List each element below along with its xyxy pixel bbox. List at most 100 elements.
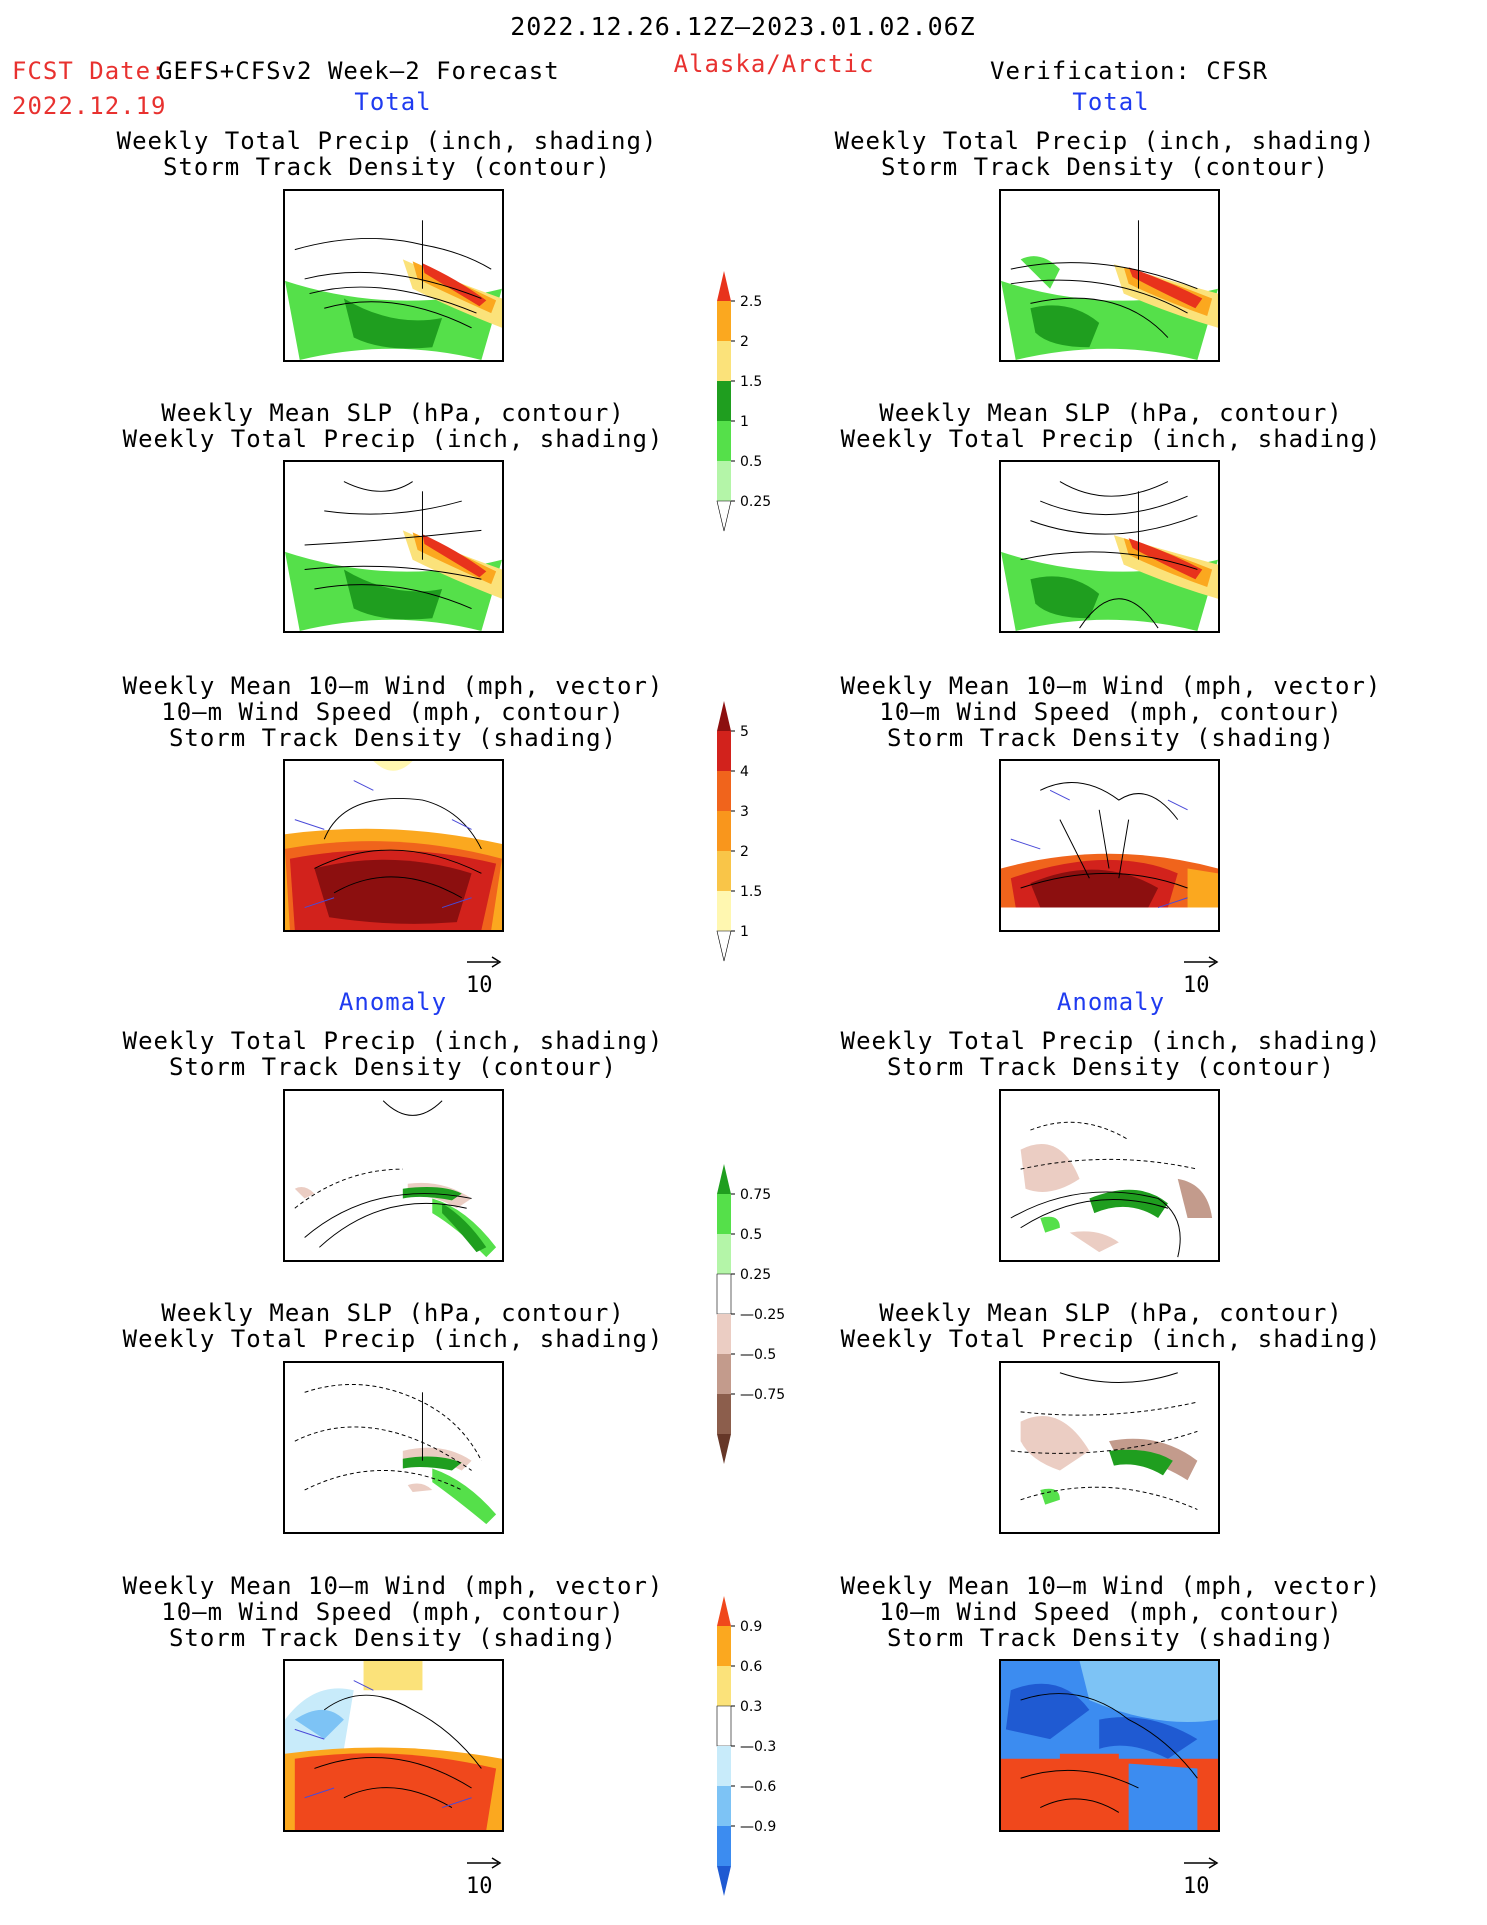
colorbar-label: 0.75 xyxy=(740,1187,771,1203)
section-total-left: Total xyxy=(354,88,432,116)
colorbar-label: —0.75 xyxy=(740,1387,785,1403)
verification-label: Verification: CFSR xyxy=(990,57,1269,85)
colorbar-total-precip: 2.5 2 1.5 1 0.5 0.25 xyxy=(716,270,776,532)
map-total-slp-forecast xyxy=(283,460,504,633)
colorbar-label: 1 xyxy=(740,414,749,430)
colorbar-swatch xyxy=(717,851,731,891)
period-title: 2022.12.26.12Z—2023.01.02.06Z xyxy=(510,12,976,41)
colorbar-label: 5 xyxy=(740,724,749,740)
map-total-precip-verification xyxy=(999,189,1220,362)
colorbar-swatch xyxy=(716,930,732,962)
map-total-wind-forecast xyxy=(283,759,504,932)
colorbar-label: —0.3 xyxy=(740,1739,776,1755)
vector-ref-label: 10 xyxy=(466,973,493,998)
panel-title-anom-precip-left: Weekly Total Precip (inch, shading) Storm… xyxy=(122,1027,664,1081)
colorbar-swatch xyxy=(716,1705,732,1747)
panel-title-anom-wind-right: Weekly Mean 10—m Wind (mph, vector) 10—m … xyxy=(840,1572,1382,1652)
vector-ref-arrow-total-left: 10 xyxy=(466,954,502,998)
map-total-precip-forecast xyxy=(283,189,504,362)
colorbar-swatch xyxy=(717,1164,731,1194)
colorbar-swatch xyxy=(717,381,731,421)
map-anom-slp-verification xyxy=(999,1361,1220,1534)
vector-ref-label: 10 xyxy=(466,1874,493,1899)
colorbar-label: 0.25 xyxy=(740,1267,771,1283)
colorbar-swatch xyxy=(717,421,731,461)
colorbar-swatch xyxy=(717,1354,731,1394)
colorbar-swatch xyxy=(717,771,731,811)
panel-title-anom-precip-right: Weekly Total Precip (inch, shading) Storm… xyxy=(840,1027,1382,1081)
vector-ref-label: 10 xyxy=(1183,1874,1210,1899)
panel-title-total-wind-right: Weekly Mean 10—m Wind (mph, vector) 10—m … xyxy=(840,672,1382,752)
panel-title-total-precip-right: Weekly Total Precip (inch, shading) Storm… xyxy=(834,127,1376,181)
panel-title-anom-slp-right: Weekly Mean SLP (hPa, contour) Weekly Tot… xyxy=(840,1299,1382,1353)
vector-ref-arrow-anom-right: 10 xyxy=(1183,1855,1219,1899)
colorbar-total-storm-density: 5 4 3 2 1.5 1 xyxy=(716,700,776,962)
colorbar-swatch xyxy=(716,500,732,532)
colorbar-label: —0.5 xyxy=(740,1347,776,1363)
panel-title-anom-slp-left: Weekly Mean SLP (hPa, contour) Weekly Tot… xyxy=(122,1299,664,1353)
colorbar-label: 4 xyxy=(740,764,749,780)
colorbar-swatch xyxy=(717,1394,731,1434)
fcst-date-value: 2022.12.19 xyxy=(12,92,167,120)
panel-title-total-precip-left: Weekly Total Precip (inch, shading) Storm… xyxy=(116,127,658,181)
colorbar-label: 2.5 xyxy=(740,294,762,310)
section-anomaly-left: Anomaly xyxy=(338,988,448,1016)
colorbar-swatch xyxy=(717,811,731,851)
colorbar-swatch xyxy=(717,1434,731,1464)
region-label: Alaska/Arctic xyxy=(673,50,875,78)
colorbar-swatch xyxy=(717,1596,731,1626)
map-total-wind-verification xyxy=(999,759,1220,932)
colorbar-anomaly-storm-density: 0.9 0.6 0.3 —0.3 —0.6 —0.9 xyxy=(716,1595,776,1897)
map-anom-wind-forecast xyxy=(283,1659,504,1832)
map-anom-precip-verification xyxy=(999,1089,1220,1262)
colorbar-swatch xyxy=(716,1273,732,1315)
colorbar-anomaly-precip: 0.75 0.5 0.25 —0.25 —0.5 —0.75 xyxy=(716,1163,785,1465)
colorbar-swatch xyxy=(717,1234,731,1274)
panel-title-total-wind-left: Weekly Mean 10—m Wind (mph, vector) 10—m … xyxy=(122,672,664,752)
colorbar-swatch xyxy=(717,341,731,381)
colorbar-label: 0.25 xyxy=(740,494,771,510)
colorbar-label: 0.3 xyxy=(740,1699,762,1715)
colorbar-label: —0.9 xyxy=(740,1819,776,1835)
colorbar-label: 1.5 xyxy=(740,884,762,900)
colorbar-swatch xyxy=(717,1666,731,1706)
colorbar-swatch xyxy=(717,1866,731,1896)
colorbar-label: 0.6 xyxy=(740,1659,762,1675)
map-anom-wind-verification xyxy=(999,1659,1220,1832)
colorbar-label: 1.5 xyxy=(740,374,762,390)
colorbar-swatch xyxy=(717,891,731,931)
colorbar-swatch xyxy=(717,461,731,501)
panel-title-total-slp-left: Weekly Mean SLP (hPa, contour) Weekly Tot… xyxy=(122,399,664,453)
map-anom-slp-forecast xyxy=(283,1361,504,1534)
colorbar-swatch xyxy=(717,301,731,341)
vector-ref-arrow-total-right: 10 xyxy=(1183,954,1219,998)
colorbar-swatch xyxy=(717,731,731,771)
vector-ref-arrow-anom-left: 10 xyxy=(466,1855,502,1899)
colorbar-swatch xyxy=(717,1746,731,1786)
colorbar-label: 2 xyxy=(740,334,749,350)
panel-title-total-slp-right: Weekly Mean SLP (hPa, contour) Weekly Tot… xyxy=(840,399,1382,453)
colorbar-label: —0.25 xyxy=(740,1307,785,1323)
colorbar-label: 3 xyxy=(740,804,749,820)
colorbar-swatch xyxy=(717,271,731,301)
panel-title-anom-wind-left: Weekly Mean 10—m Wind (mph, vector) 10—m … xyxy=(122,1572,664,1652)
colorbar-swatch xyxy=(717,1314,731,1354)
fcst-date-label: FCST Date: xyxy=(12,57,167,85)
colorbar-swatch xyxy=(717,1826,731,1866)
colorbar-swatch xyxy=(717,1194,731,1234)
map-total-slp-verification xyxy=(999,460,1220,633)
colorbar-label: 0.5 xyxy=(740,1227,762,1243)
colorbar-label: 2 xyxy=(740,844,749,860)
section-anomaly-right: Anomaly xyxy=(1056,988,1166,1016)
colorbar-swatch xyxy=(717,1786,731,1826)
colorbar-label: 1 xyxy=(740,924,749,940)
vector-ref-label: 10 xyxy=(1183,973,1210,998)
fcst-model: GEFS+CFSv2 Week—2 Forecast xyxy=(158,57,560,85)
colorbar-label: 0.9 xyxy=(740,1619,762,1635)
colorbar-swatch xyxy=(717,701,731,731)
map-anom-precip-forecast xyxy=(283,1089,504,1262)
colorbar-label: 0.5 xyxy=(740,454,762,470)
colorbar-swatch xyxy=(717,1626,731,1666)
colorbar-label: —0.6 xyxy=(740,1779,776,1795)
section-total-right: Total xyxy=(1072,88,1150,116)
